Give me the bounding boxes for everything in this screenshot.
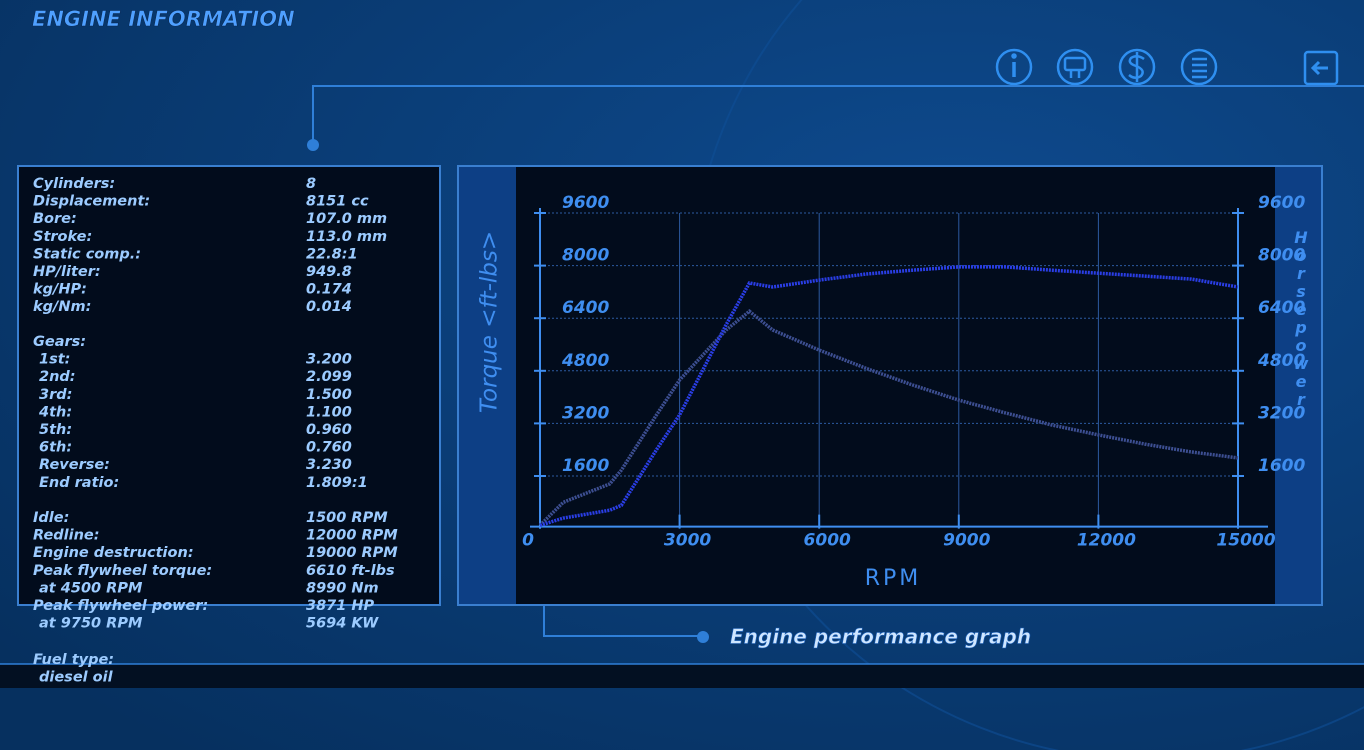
spec-label: 2nd: <box>39 369 76 385</box>
y2-tick-label: 4800 <box>1257 351 1305 371</box>
cost-button[interactable] <box>1118 48 1156 86</box>
connector-dot <box>307 139 319 151</box>
list-button[interactable] <box>1180 48 1218 86</box>
y-tick-label: 3200 <box>562 403 609 423</box>
y-axis-label: Torque <ft-lbs> <box>477 231 503 413</box>
x-tick-label: 12000 <box>1077 531 1136 551</box>
spec-value: 2.099 <box>306 369 352 385</box>
page-title: ENGINE INFORMATION <box>32 7 295 31</box>
spec-value: 8151 cc <box>306 194 369 210</box>
spec-label: Displacement: <box>33 194 150 210</box>
spec-label: 5th: <box>39 422 72 438</box>
y-tick-label: 8000 <box>562 246 609 266</box>
spec-label: 3rd: <box>39 387 72 403</box>
spec-value: 22.8:1 <box>306 246 358 262</box>
spec-value: 3.230 <box>306 457 352 473</box>
x-tick-label: 15000 <box>1216 531 1275 551</box>
spec-label: diesel oil <box>39 670 114 686</box>
spec-value: 1500 RPM <box>306 510 388 526</box>
spec-value: 8 <box>306 176 316 192</box>
spec-value: 3.200 <box>306 352 352 368</box>
spec-label: Cylinders: <box>33 176 115 192</box>
spec-value: 12000 RPM <box>306 528 398 544</box>
spec-value: 1.809:1 <box>306 475 368 491</box>
spec-label: 1st: <box>39 352 70 368</box>
spec-value: 0.014 <box>306 299 352 315</box>
spec-label: Peak flywheel torque: <box>33 563 212 579</box>
spec-label: Redline: <box>33 528 100 544</box>
connector <box>543 605 702 637</box>
y-tick-label: 4800 <box>561 351 609 371</box>
spec-label: Idle: <box>33 510 69 526</box>
spec-label: 6th: <box>39 440 72 456</box>
connector <box>312 85 1364 145</box>
spec-group-title: Fuel type: <box>33 652 114 668</box>
y-tick-label: 6400 <box>562 298 609 318</box>
y2-tick-label: 9600 <box>1258 193 1305 213</box>
plot-area <box>516 167 1275 604</box>
spec-label: Bore: <box>33 211 77 227</box>
spec-list: Cylinders: 8 Displacement: 8151 cc Bore: 107.… <box>33 176 398 686</box>
connector-dot <box>697 631 709 643</box>
x-tick-label: 6000 <box>804 531 851 551</box>
spec-label: Reverse: <box>39 457 110 473</box>
toolbar <box>995 48 1339 86</box>
spec-label: HP/liter: <box>33 264 101 280</box>
spec-label: End ratio: <box>39 475 119 491</box>
spec-label: at 9750 RPM <box>39 616 143 632</box>
spec-label: Engine destruction: <box>33 545 194 561</box>
series-line <box>538 309 1239 527</box>
spec-label: 4th: <box>38 404 72 420</box>
spec-value: 0.174 <box>306 282 352 298</box>
spec-label: at 4500 RPM <box>39 580 143 596</box>
info-button[interactable] <box>995 48 1033 86</box>
spec-value: 6610 ft-lbs <box>306 563 395 579</box>
spec-value: 1.500 <box>306 387 352 403</box>
spec-value: 113.0 mm <box>306 229 387 245</box>
spec-label: Static comp.: <box>33 246 141 262</box>
y-tick-label: 9600 <box>562 193 609 213</box>
spec-label: Peak flywheel power: <box>33 598 208 614</box>
x-tick-label: 9000 <box>943 531 990 551</box>
engine-button[interactable] <box>1056 48 1094 86</box>
chart: Torque <ft-lbs> Horsepower RPM Engine pe… <box>477 193 1311 649</box>
spec-value: 949.8 <box>306 264 352 280</box>
chart-caption: Engine performance graph <box>730 625 1031 649</box>
spec-value: 19000 RPM <box>306 545 398 561</box>
x-axis-label: RPM <box>865 566 922 591</box>
y-tick-label: 1600 <box>562 456 609 476</box>
spec-group-title: Gears: <box>33 334 86 350</box>
y2-tick-label: 8000 <box>1258 246 1305 266</box>
x-tick-label: 0 <box>522 531 534 551</box>
y2-tick-label: 6400 <box>1258 298 1305 318</box>
spec-value: 107.0 mm <box>306 211 387 227</box>
y2-tick-label: 3200 <box>1258 403 1305 423</box>
spec-panel <box>17 165 441 606</box>
spec-value: 5694 KW <box>306 616 379 632</box>
spec-value: 0.960 <box>306 422 352 438</box>
back-button[interactable] <box>1303 50 1339 86</box>
spec-label: kg/Nm: <box>33 299 91 315</box>
y2-tick-label: 1600 <box>1258 456 1305 476</box>
footer-bar <box>0 664 1364 688</box>
spec-value: 3871 HP <box>306 598 375 614</box>
spec-value: 8990 Nm <box>306 580 379 596</box>
spec-value: 0.760 <box>306 440 352 456</box>
x-tick-label: 3000 <box>664 531 711 551</box>
series-line <box>539 265 1239 527</box>
spec-label: Stroke: <box>33 229 92 245</box>
spec-label: kg/HP: <box>33 282 87 298</box>
y2-axis-label: Horsepower <box>1292 228 1311 408</box>
spec-value: 1.100 <box>306 404 352 420</box>
